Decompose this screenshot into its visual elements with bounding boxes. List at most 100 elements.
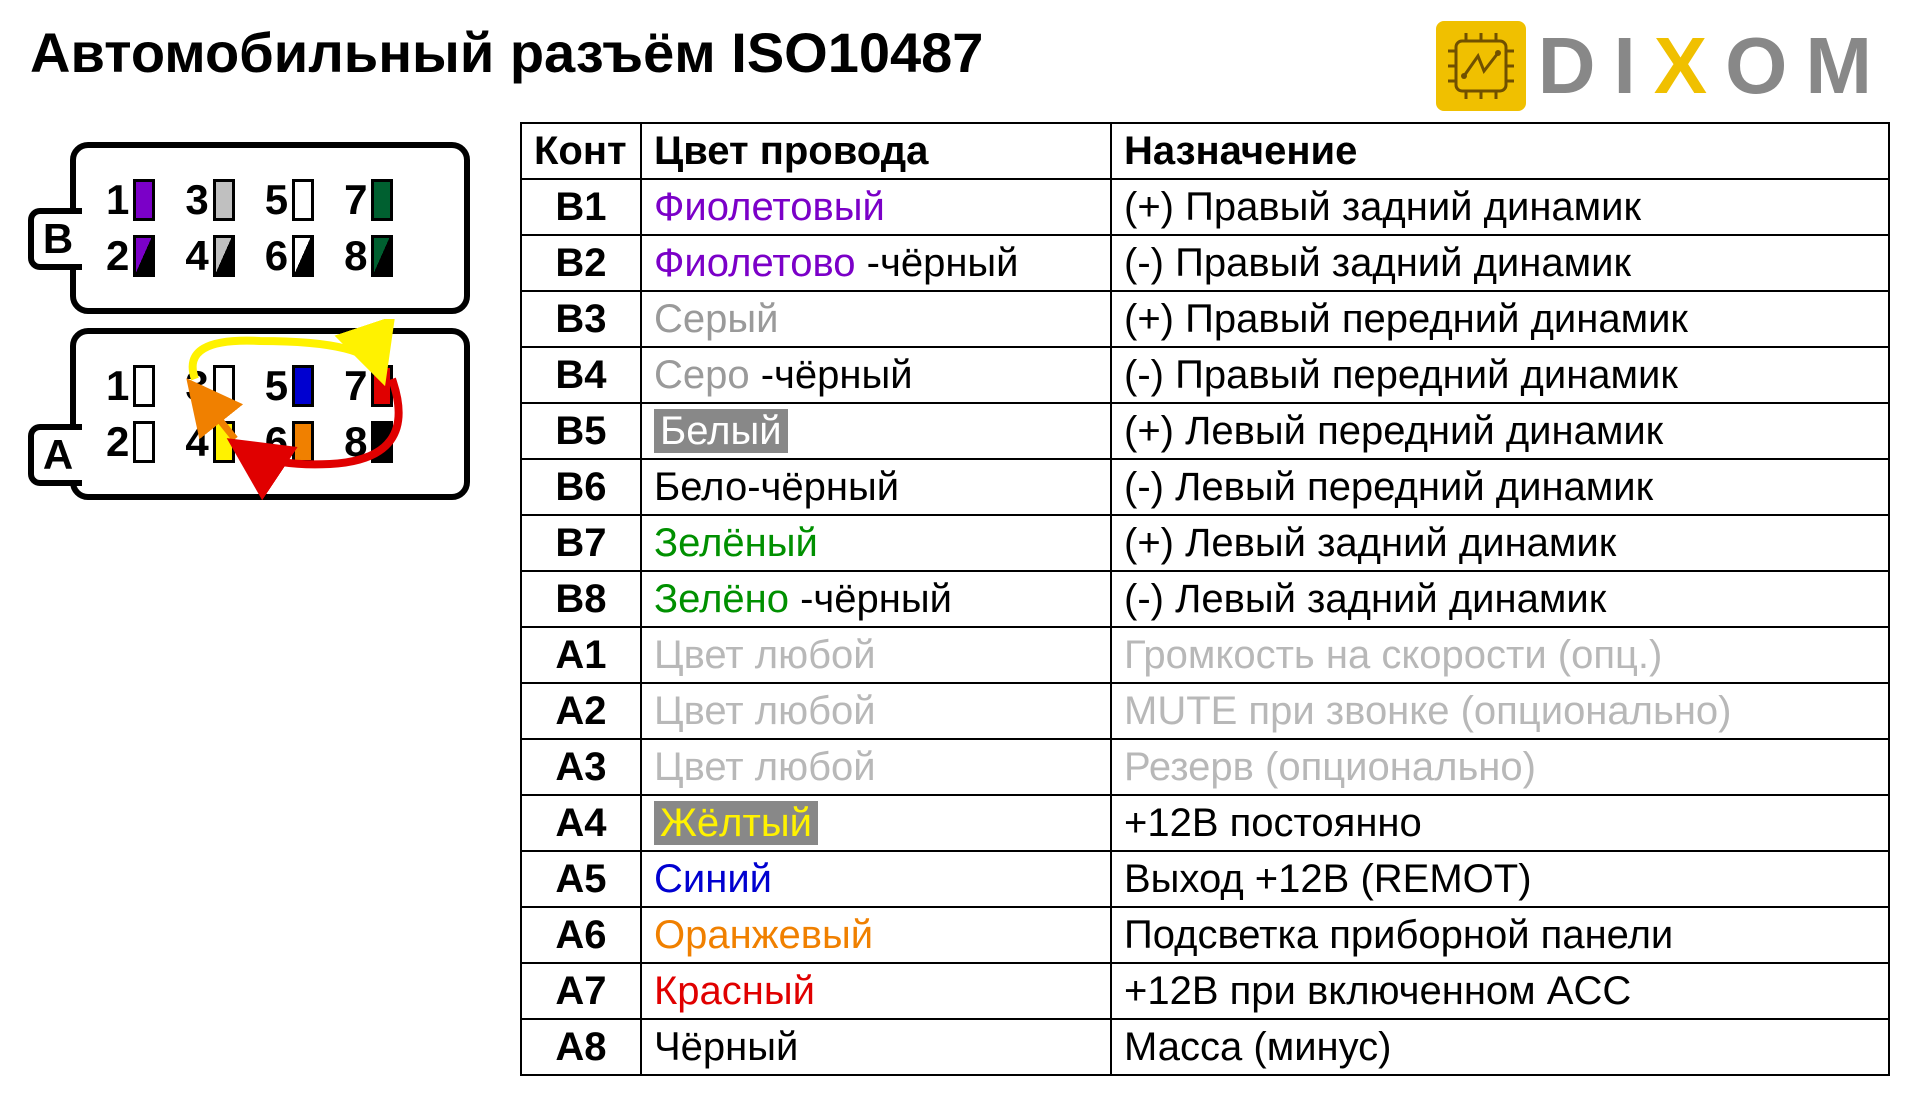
pin-number: 5 [265,362,288,410]
table-row: B6Бело-чёрный(-) Левый передний динамик [521,459,1889,515]
pin: 2 [106,232,155,280]
cell-color: Цвет любой [641,627,1111,683]
pin-marker [133,421,155,463]
cell-color: Зелёно -чёрный [641,571,1111,627]
pin-number: 2 [106,418,129,466]
cell-color: Цвет любой [641,739,1111,795]
table-row: A3Цвет любойРезерв (опционально) [521,739,1889,795]
pin: 7 [344,362,393,410]
cell-color: Белый [641,403,1111,459]
cell-function: Подсветка приборной панели [1111,907,1889,963]
cell-pin: A3 [521,739,641,795]
cell-color: Жёлтый [641,795,1111,851]
pin: 2 [106,418,155,466]
pin-marker [292,235,314,277]
table-row: B3Серый(+) Правый передний динамик [521,291,1889,347]
cell-color: Фиолетовый [641,179,1111,235]
pin-number: 3 [185,176,208,224]
block-b-label: B [28,208,82,270]
cell-color: Оранжевый [641,907,1111,963]
th-func: Назначение [1111,123,1889,179]
table-row: B1Фиолетовый(+) Правый задний динамик [521,179,1889,235]
pin-number: 1 [106,362,129,410]
pin: 4 [185,232,234,280]
pin-marker [371,235,393,277]
pin-number: 4 [185,418,208,466]
cell-pin: B8 [521,571,641,627]
logo: DIXOM [1436,20,1890,112]
cell-function: (+) Левый передний динамик [1111,403,1889,459]
cell-function: (-) Правый передний динамик [1111,347,1889,403]
table-row: B8Зелёно -чёрный(-) Левый задний динамик [521,571,1889,627]
pin-marker [371,421,393,463]
pin: 8 [344,232,393,280]
cell-pin: A6 [521,907,641,963]
cell-pin: A1 [521,627,641,683]
connector-block-a: A 1 [70,328,470,500]
cell-pin: A5 [521,851,641,907]
cell-function: Громкость на скорости (опц.) [1111,627,1889,683]
cell-color: Цвет любой [641,683,1111,739]
cell-function: +12В при включенном ACC [1111,963,1889,1019]
pin: 1 [106,176,155,224]
circuit-chip-icon [1436,21,1526,111]
pin-marker [213,421,235,463]
pin: 8 [344,418,393,466]
pin-number: 2 [106,232,129,280]
table-row: B4Серо -чёрный(-) Правый передний динами… [521,347,1889,403]
pin-marker [213,365,235,407]
cell-function: Масса (минус) [1111,1019,1889,1075]
cell-function: MUTE при звонке (опционально) [1111,683,1889,739]
table-row: A6ОранжевыйПодсветка приборной панели [521,907,1889,963]
pin-number: 6 [265,232,288,280]
th-pin: Конт [521,123,641,179]
cell-color: Бело-чёрный [641,459,1111,515]
pin-number: 1 [106,176,129,224]
connector-diagram: B 1357 2468 A [30,122,470,514]
table-row: A7Красный+12В при включенном ACC [521,963,1889,1019]
cell-pin: A7 [521,963,641,1019]
pin: 5 [265,176,314,224]
pin: 5 [265,362,314,410]
table-row: B2Фиолетово -чёрный(-) Правый задний дин… [521,235,1889,291]
pin-number: 7 [344,362,367,410]
cell-color: Серый [641,291,1111,347]
pin-marker [213,235,235,277]
pin-marker [133,179,155,221]
cell-pin: B4 [521,347,641,403]
cell-pin: A8 [521,1019,641,1075]
pinout-table: Конт Цвет провода Назначение B1Фиолетовы… [520,122,1890,1076]
pin: 1 [106,362,155,410]
pin-marker [371,365,393,407]
pin-number: 5 [265,176,288,224]
cell-pin: B6 [521,459,641,515]
cell-pin: B5 [521,403,641,459]
table-row: A8ЧёрныйМасса (минус) [521,1019,1889,1075]
cell-function: (+) Правый задний динамик [1111,179,1889,235]
cell-color: Зелёный [641,515,1111,571]
cell-color: Синий [641,851,1111,907]
table-row: A5СинийВыход +12В (REMOT) [521,851,1889,907]
cell-function: (-) Левый задний динамик [1111,571,1889,627]
table-row: A1Цвет любойГромкость на скорости (опц.) [521,627,1889,683]
pin: 4 [185,418,234,466]
cell-function: (+) Правый передний динамик [1111,291,1889,347]
pin-number: 4 [185,232,208,280]
pin-marker [133,365,155,407]
pin-number: 8 [344,418,367,466]
pin-number: 8 [344,232,367,280]
logo-text: DIXOM [1538,20,1890,112]
table-row: B5Белый(+) Левый передний динамик [521,403,1889,459]
table-row: A2Цвет любойMUTE при звонке (опционально… [521,683,1889,739]
cell-function: +12В постоянно [1111,795,1889,851]
cell-pin: A2 [521,683,641,739]
cell-pin: B1 [521,179,641,235]
cell-pin: B2 [521,235,641,291]
cell-color: Серо -чёрный [641,347,1111,403]
cell-color: Чёрный [641,1019,1111,1075]
cell-color: Красный [641,963,1111,1019]
pin-marker [292,421,314,463]
th-color: Цвет провода [641,123,1111,179]
pin-marker [133,235,155,277]
cell-function: (-) Правый задний динамик [1111,235,1889,291]
